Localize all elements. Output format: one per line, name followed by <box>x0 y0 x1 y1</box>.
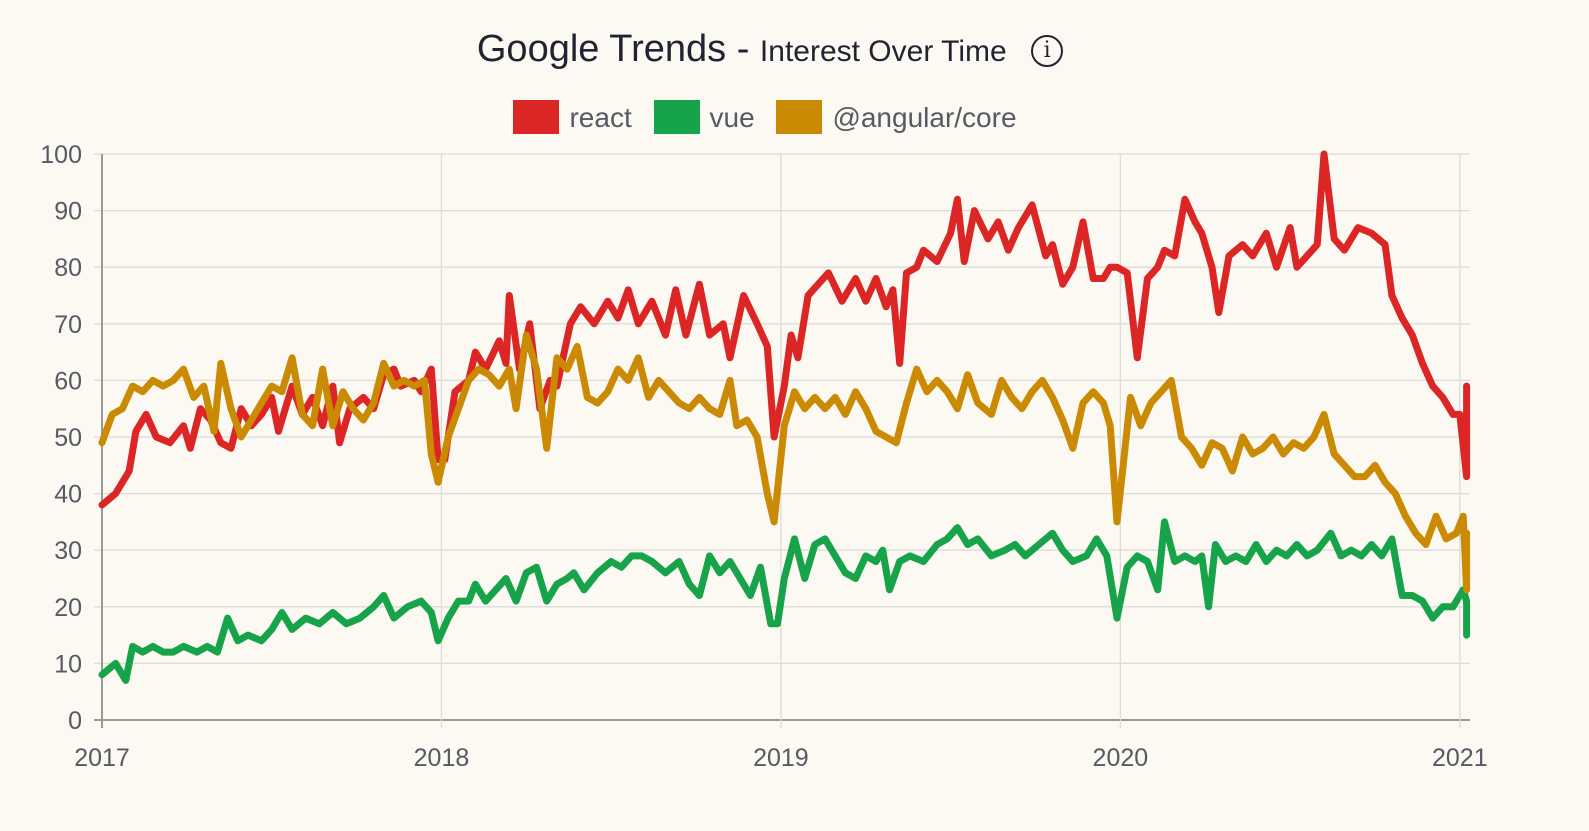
legend: react vue @angular/core <box>0 100 1530 134</box>
x-tick-label: 2021 <box>1432 744 1488 772</box>
x-tick-label: 2018 <box>414 744 470 772</box>
legend-swatch-react <box>513 100 560 134</box>
legend-swatch-vue <box>653 100 700 134</box>
legend-swatch-angular <box>776 100 823 134</box>
y-tick-label: 90 <box>54 198 82 226</box>
legend-item-angular[interactable]: @angular/core <box>776 100 1017 134</box>
series-line-react[interactable] <box>98 150 1471 509</box>
x-tick-label: 2017 <box>74 744 130 772</box>
chart-title: Google Trends - Interest Over Time i <box>0 28 1540 71</box>
title-subtitle: Interest Over Time <box>759 35 1007 68</box>
y-tick-label: 70 <box>54 311 82 339</box>
title-separator: - <box>726 28 760 70</box>
y-tick-label: 100 <box>40 141 82 169</box>
y-tick-label: 10 <box>54 650 82 678</box>
info-icon[interactable]: i <box>1031 35 1064 67</box>
x-tick-label: 2020 <box>1093 744 1149 772</box>
y-tick-label: 40 <box>54 481 82 509</box>
x-tick-label: 2019 <box>753 744 809 772</box>
y-tick-label: 20 <box>54 594 82 622</box>
y-tick-label: 30 <box>54 537 82 565</box>
legend-item-react[interactable]: react <box>513 100 632 134</box>
series-line-angularcore[interactable] <box>98 331 1471 594</box>
y-tick-label: 80 <box>54 254 82 282</box>
legend-label-angular: @angular/core <box>832 102 1017 133</box>
y-tick-label: 60 <box>54 367 82 395</box>
y-tick-label: 50 <box>54 424 82 452</box>
legend-item-vue[interactable]: vue <box>653 100 755 134</box>
title-main: Google Trends <box>476 28 727 70</box>
series-line-vue[interactable] <box>98 518 1471 684</box>
y-tick-label: 0 <box>68 707 82 735</box>
legend-label-react: react <box>569 102 632 133</box>
legend-label-vue: vue <box>709 102 755 133</box>
